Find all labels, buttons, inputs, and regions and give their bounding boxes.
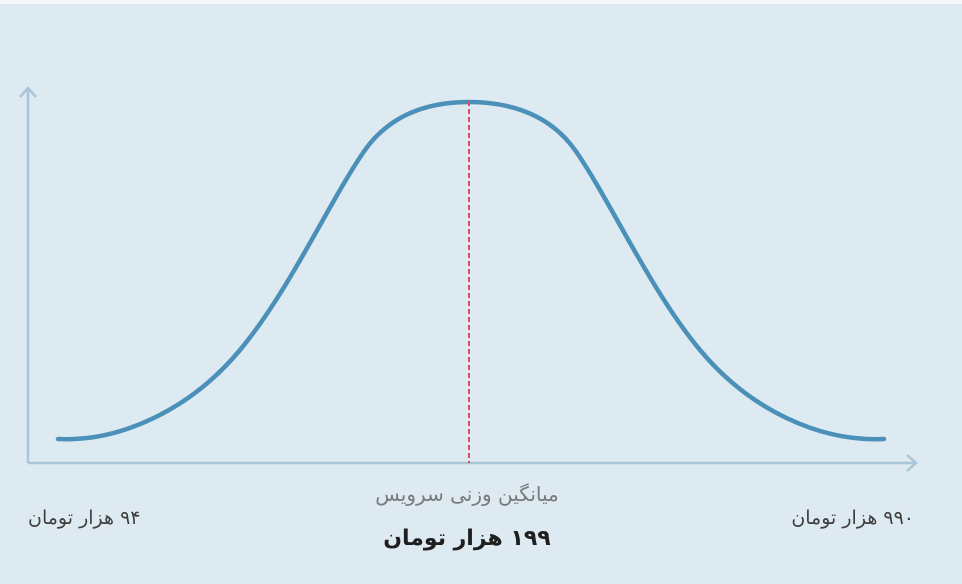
max-price-label: ۹۹۰ هزار تومان: [791, 507, 914, 529]
distribution-curve: [55, 99, 887, 442]
y-axis-arrow-icon: [19, 86, 37, 98]
top-strip: [0, 0, 962, 4]
x-axis-arrow-icon: [906, 454, 918, 472]
mean-caption: میانگین وزنی سرویس: [375, 482, 559, 506]
min-price-label: ۹۴ هزار تومان: [28, 507, 141, 529]
mean-value: ۱۹۹ هزار تومان: [383, 526, 551, 551]
